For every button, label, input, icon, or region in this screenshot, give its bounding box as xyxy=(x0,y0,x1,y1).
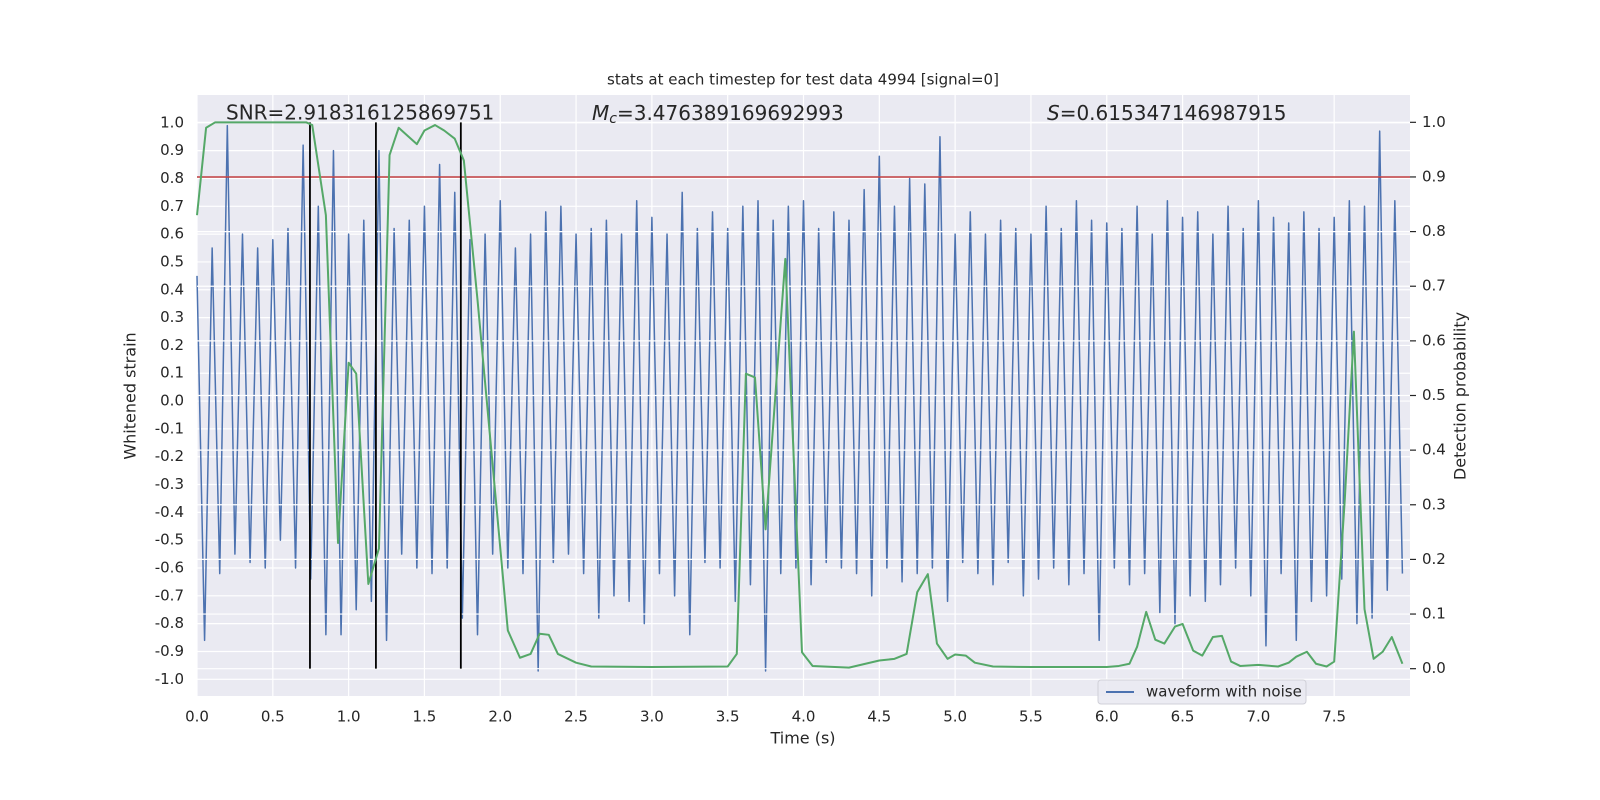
x-tick-label: 0.5 xyxy=(261,708,285,726)
y-axis-label: Whitened strain xyxy=(121,332,140,459)
y-tick-label: -0.5 xyxy=(155,531,184,549)
y2-tick-label: 0.3 xyxy=(1422,495,1446,513)
y-tick-label: 0.7 xyxy=(160,197,184,215)
y-tick-label: 0.0 xyxy=(160,392,184,410)
annotation: S=0.615347146987915 xyxy=(1047,101,1286,125)
y-tick-label: -0.3 xyxy=(155,475,184,493)
y-tick-label: -0.6 xyxy=(155,559,184,577)
x-tick-label: 5.0 xyxy=(943,708,967,726)
x-axis-label: Time (s) xyxy=(769,729,835,748)
y-tick-label: 0.9 xyxy=(160,141,184,159)
x-tick-label: 4.0 xyxy=(792,708,816,726)
legend-label: waveform with noise xyxy=(1146,683,1302,701)
y2-tick-label: 0.4 xyxy=(1422,441,1446,459)
data-layer xyxy=(196,124,1404,672)
x-tick-label: 0.0 xyxy=(185,708,209,726)
x-tick-label: 1.0 xyxy=(337,708,361,726)
y-tick-label: 0.6 xyxy=(160,225,184,243)
x-tick-label: 5.5 xyxy=(1019,708,1043,726)
y-tick-label: -0.1 xyxy=(155,419,184,437)
series-line xyxy=(196,124,1404,672)
y2-tick-label: 0.7 xyxy=(1422,277,1446,295)
x-tick-label: 6.0 xyxy=(1095,708,1119,726)
chart-title: stats at each timestep for test data 499… xyxy=(607,71,999,89)
y2-tick-label: 0.0 xyxy=(1422,659,1446,677)
y-tick-label: 0.1 xyxy=(160,364,184,382)
annotation-symbol: S xyxy=(1047,101,1060,125)
x-tick-label: 6.5 xyxy=(1171,708,1195,726)
x-tick-label: 4.5 xyxy=(867,708,891,726)
x-tick-label: 7.0 xyxy=(1246,708,1270,726)
y2-tick-label: 0.8 xyxy=(1422,222,1446,240)
x-tick-label: 3.5 xyxy=(716,708,740,726)
x-tick-label: 2.0 xyxy=(488,708,512,726)
y2-tick-label: 0.9 xyxy=(1422,167,1446,185)
y2-tick-label: 0.5 xyxy=(1422,386,1446,404)
legend-box xyxy=(1097,679,1307,705)
x-tick-label: 2.5 xyxy=(564,708,588,726)
y-tick-label: -0.2 xyxy=(155,447,184,465)
y-tick-label: -0.8 xyxy=(155,614,184,632)
y-tick-label: -0.9 xyxy=(155,642,184,660)
y-tick-label: -0.4 xyxy=(155,503,184,521)
y2-tick-label: 1.0 xyxy=(1422,113,1446,131)
series-line xyxy=(196,121,1404,669)
annotation-subscript: c xyxy=(609,111,617,127)
annotation-symbol: M xyxy=(592,101,609,125)
x-tick-label: 3.0 xyxy=(640,708,664,726)
y-tick-label: 0.8 xyxy=(160,169,184,187)
y-tick-label: -1.0 xyxy=(155,670,184,688)
annotation-text: =0.615347146987915 xyxy=(1060,101,1287,125)
y2-tick-label: 0.1 xyxy=(1422,605,1446,623)
over-layer xyxy=(197,121,1410,670)
y-tick-label: -0.7 xyxy=(155,586,184,604)
y-tick-label: 0.3 xyxy=(160,308,184,326)
y-tick-label: 0.4 xyxy=(160,280,184,298)
y2-tick-label: 0.6 xyxy=(1422,331,1446,349)
annotation: SNR=2.918316125869751 xyxy=(226,101,494,125)
y-tick-label: 0.5 xyxy=(160,252,184,270)
x-tick-label: 7.5 xyxy=(1322,708,1346,726)
annotation-text: =3.476389169692993 xyxy=(617,101,844,125)
annotation: Mc=3.476389169692993 xyxy=(592,101,844,128)
y-tick-label: 1.0 xyxy=(160,113,184,131)
y2-axis-label: Detection probability xyxy=(1451,312,1470,480)
y2-tick-label: 0.2 xyxy=(1422,550,1446,568)
y-tick-label: 0.2 xyxy=(160,336,184,354)
x-tick-label: 1.5 xyxy=(413,708,437,726)
